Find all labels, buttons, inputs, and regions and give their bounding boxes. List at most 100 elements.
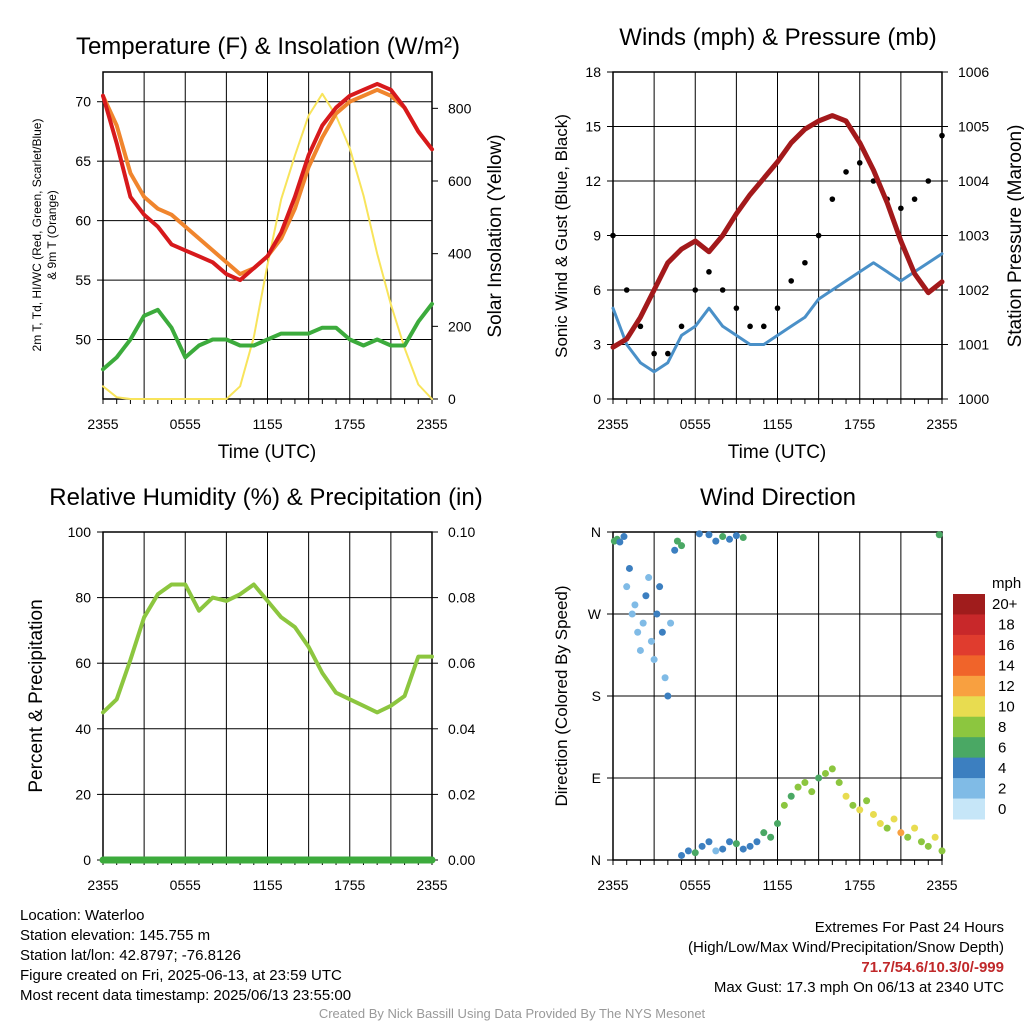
direction-point — [705, 838, 713, 846]
dir-ytick-label: W — [588, 606, 602, 622]
direction-point — [653, 610, 661, 618]
dir-panel-title: Wind Direction — [700, 484, 856, 511]
temp-panel-title: Temperature (F) & Insolation (W/m²) — [76, 33, 460, 60]
wind-ylabel-right: Station Pressure (Maroon) — [1005, 125, 1024, 348]
gust-point — [665, 350, 671, 357]
gust-point — [802, 259, 808, 266]
temp-series-line — [102, 92, 433, 400]
direction-point — [835, 779, 843, 787]
wind-speed-line — [611, 252, 944, 374]
rh-ytick-right-label: 0.08 — [448, 590, 475, 606]
credit-line: Created By Nick Bassill Using Data Provi… — [318, 1006, 706, 1021]
wind-ytick-right-label: 1002 — [958, 282, 989, 298]
direction-point — [938, 847, 946, 855]
dir-xtick-label: 0555 — [680, 877, 711, 893]
gust-point — [623, 287, 630, 293]
wind-xtick-label: 1155 — [762, 416, 792, 432]
rh-ytick-label: 20 — [75, 786, 91, 802]
wind-ytick-right-label: 1006 — [958, 64, 989, 80]
colorbar-unit-label: mph — [992, 575, 1021, 592]
colorbar-swatch — [953, 798, 985, 820]
wind-xlabel: Time (UTC) — [728, 442, 827, 463]
dir-xtick-label: 1155 — [762, 877, 792, 893]
colorbar-label: 4 — [998, 760, 1006, 777]
colorbar-swatch — [953, 675, 985, 697]
direction-point — [917, 838, 925, 846]
wind-ytick-label: 6 — [593, 282, 601, 298]
temp-xtick-label: 1755 — [334, 416, 365, 432]
wind-ytick-right-label: 1003 — [958, 228, 989, 244]
colorbar-swatch — [953, 594, 985, 615]
rh-ytick-right-label: 0.02 — [448, 786, 475, 802]
direction-point — [794, 783, 802, 791]
direction-point — [732, 840, 740, 848]
gust-point — [610, 232, 616, 239]
direction-point — [801, 779, 809, 787]
direction-point — [774, 820, 781, 828]
direction-point — [815, 774, 823, 782]
station-latlon: Station lat/lon: 42.8797; -76.8126 — [20, 947, 242, 964]
colorbar-swatch — [953, 634, 985, 656]
direction-point — [739, 533, 747, 541]
rh-ytick-label: 80 — [75, 590, 91, 606]
direction-point — [828, 765, 836, 773]
colorbar-label: 2 — [998, 780, 1006, 797]
direction-point — [760, 829, 768, 837]
temp-ytick-label: 55 — [75, 272, 91, 288]
wind-xtick-label: 0555 — [680, 416, 711, 432]
rh-ylabel-left: Percent & Precipitation — [26, 599, 47, 792]
extremes-values: 71.7/54.6/10.3/0/-999 — [861, 959, 1004, 976]
direction-point — [705, 531, 713, 539]
direction-point — [684, 847, 692, 855]
temp-panel: 2355 0555 1155 1755 2355 50 55 60 65 70 0 200 400 600… — [75, 71, 472, 432]
gust-point — [856, 160, 863, 166]
direction-point — [863, 797, 871, 805]
gust-point — [651, 350, 657, 357]
direction-point — [869, 810, 877, 818]
wind-ytick-right-label: 1000 — [958, 391, 989, 407]
direction-point — [924, 842, 932, 850]
wind-ytick-label: 12 — [585, 173, 601, 189]
direction-point — [656, 583, 664, 591]
direction-point — [678, 851, 686, 859]
rh-ytick-label: 40 — [75, 721, 91, 737]
wind-ytick-label: 9 — [593, 228, 601, 244]
colorbar-label: 8 — [998, 719, 1006, 736]
direction-point — [732, 532, 740, 540]
dir-xtick-label: 1755 — [844, 877, 875, 893]
direction-point — [650, 656, 658, 664]
pressure-line — [610, 113, 945, 350]
gust-point — [815, 232, 822, 239]
colorbar-label: 10 — [998, 699, 1015, 716]
direction-point — [856, 806, 864, 814]
colorbar-label: 18 — [998, 617, 1015, 634]
direction-point — [625, 564, 633, 572]
dir-xtick-label: 2355 — [926, 877, 957, 893]
station-info: Location: Waterloo Station elevation: 14… — [20, 906, 351, 1006]
rh-xtick-label: 0555 — [170, 877, 201, 893]
temp-xtick-label: 1155 — [252, 416, 282, 432]
direction-point — [876, 820, 884, 828]
colorbar-label: 12 — [998, 678, 1015, 695]
direction-point — [645, 574, 653, 582]
colorbar-swatch — [953, 737, 985, 759]
temp-ytick-label: 50 — [75, 332, 91, 348]
gust-point — [939, 132, 945, 139]
extremes-heading: Extremes For Past 24 Hours — [814, 919, 1004, 936]
colorbar-swatch — [953, 778, 985, 800]
direction-point — [719, 845, 727, 853]
station-location: Location: Waterloo — [20, 907, 145, 924]
direction-point — [642, 592, 650, 600]
wind-ytick-label: 15 — [585, 119, 601, 135]
direction-point — [658, 628, 666, 636]
gust-point — [706, 269, 712, 275]
direction-point — [636, 646, 644, 654]
dir-ytick-label: E — [592, 770, 601, 786]
figure-created: Figure created on Fri, 2025-06-13, at 23… — [20, 967, 342, 984]
extremes-info: Extremes For Past 24 Hours (High/Low/Max… — [688, 918, 1004, 998]
wind-ytick-label: 0 — [593, 391, 601, 407]
gust-point — [925, 178, 932, 184]
rh-panel-title: Relative Humidity (%) & Precipitation (i… — [49, 484, 482, 511]
direction-point — [639, 619, 647, 627]
direction-point — [631, 601, 639, 609]
